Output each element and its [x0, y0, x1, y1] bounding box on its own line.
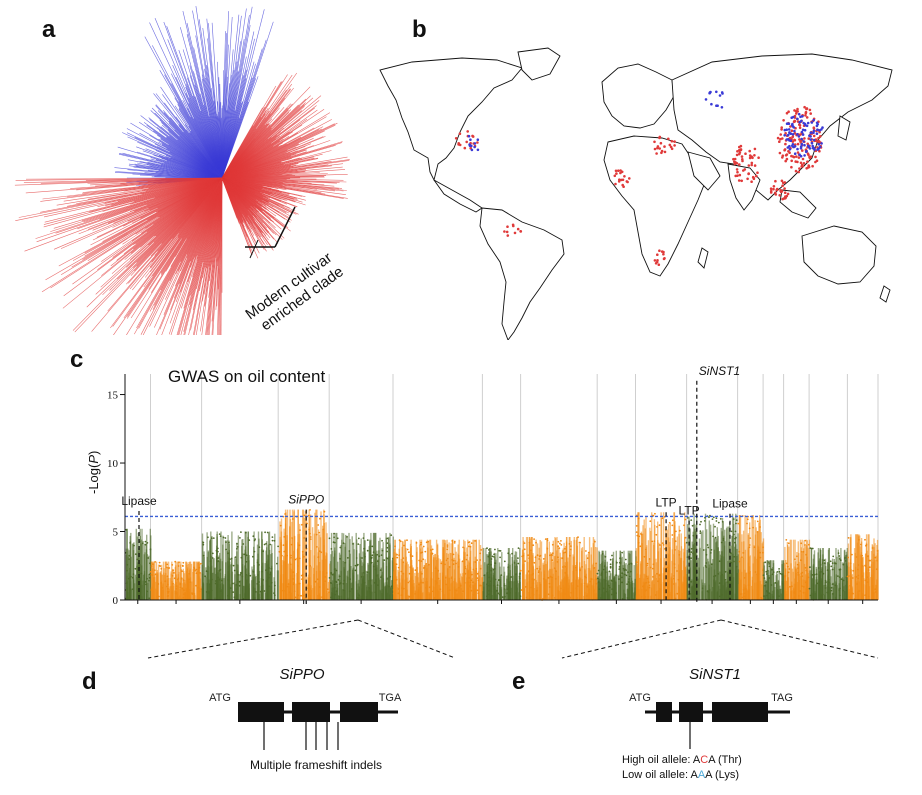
- low-oil-allele: Low oil allele: AAA (Lys): [622, 769, 739, 781]
- start-codon-sinst1: ATG: [629, 692, 651, 704]
- southeast-asia: [780, 190, 816, 218]
- annotation-label-5: Lipase: [712, 497, 748, 511]
- y-tick-label: 5: [113, 527, 119, 539]
- world-map: [372, 40, 902, 340]
- stop-codon-sinst1: TAG: [771, 692, 793, 704]
- south-america: [480, 208, 564, 340]
- greenland: [518, 48, 560, 80]
- gene-structure-sinst1: SiNST1 ATG TAG High oil allele: ACA (Thr…: [0, 655, 922, 795]
- phylogenetic-tree: Modern cultivar enriched clade: [0, 0, 380, 335]
- madagascar: [698, 248, 708, 268]
- gene-name-sinst1: SiNST1: [689, 666, 741, 683]
- y-tick-label: 10: [107, 458, 119, 470]
- exon-2-sinst1: [679, 702, 703, 722]
- snp-points: [124, 509, 878, 601]
- annotation-label-3: LTP: [679, 504, 700, 518]
- central-america: [434, 180, 482, 212]
- japan: [838, 116, 850, 140]
- exon-3-sinst1: [712, 702, 768, 722]
- europe: [602, 64, 674, 128]
- australia: [802, 226, 876, 284]
- annotation-label-2: LTP: [656, 495, 677, 509]
- chart-title: GWAS on oil content: [168, 367, 325, 386]
- annotation-label-0: Lipase: [121, 494, 157, 508]
- continents: [380, 48, 892, 340]
- high-oil-allele: High oil allele: ACA (Thr): [622, 754, 742, 766]
- annotation-label-4: SiNST1: [699, 364, 740, 378]
- y-axis-label: -Log(P): [86, 451, 101, 494]
- new-zealand: [880, 286, 890, 302]
- exon-1-sinst1: [656, 702, 672, 722]
- north-america: [380, 58, 522, 180]
- y-tick-label: 15: [107, 390, 119, 402]
- annotation-label-1: SiPPO: [288, 493, 324, 507]
